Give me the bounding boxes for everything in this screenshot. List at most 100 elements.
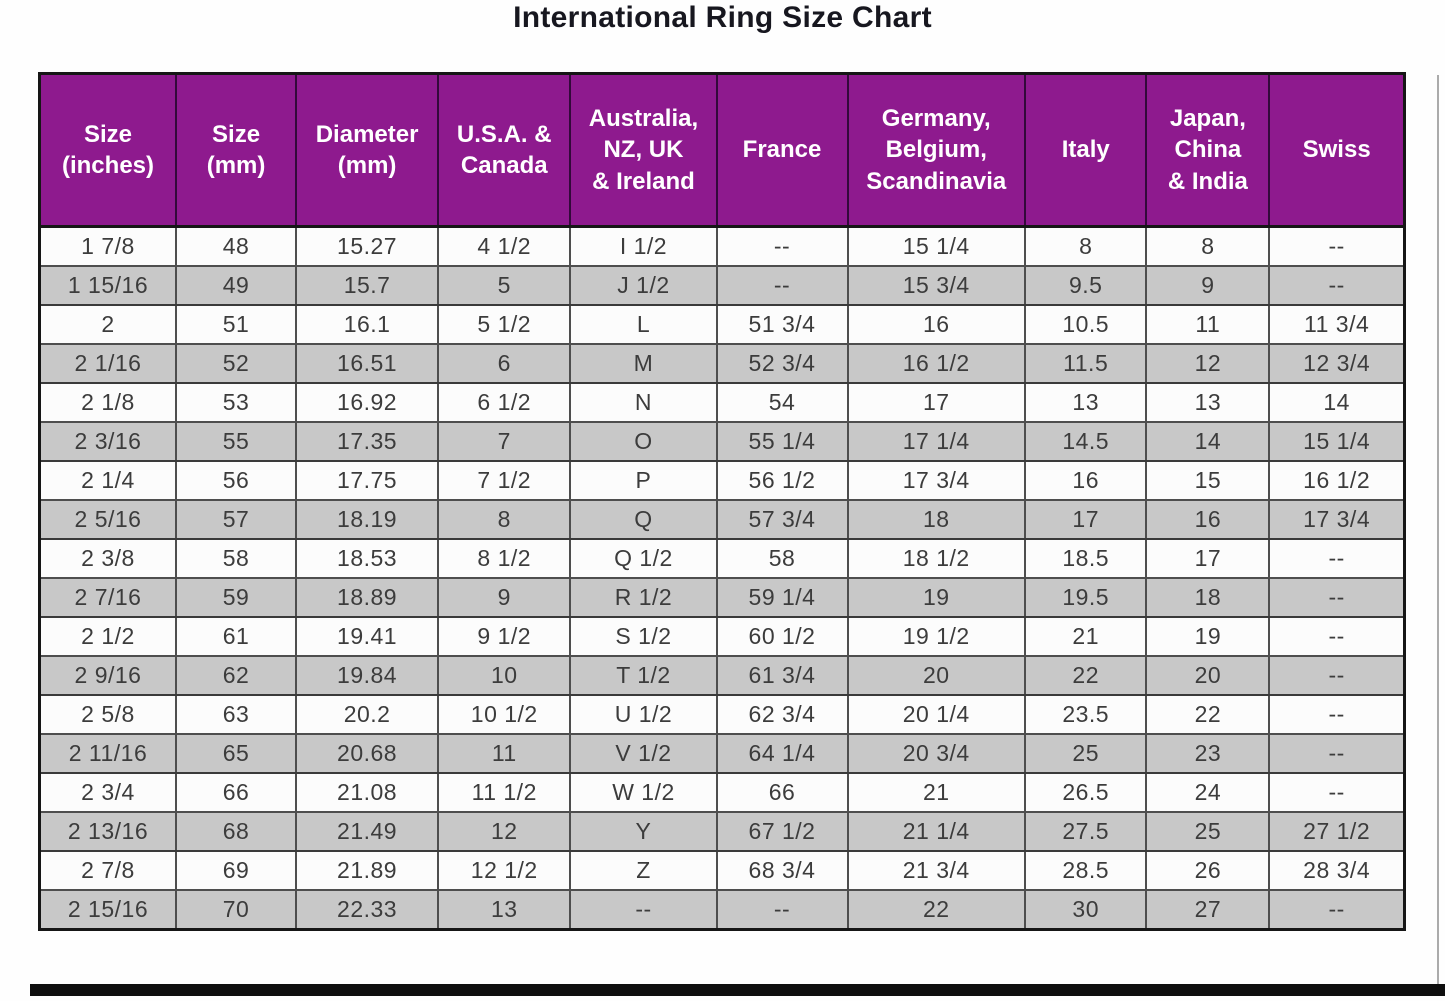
- table-cell: 1 7/8: [38, 225, 177, 267]
- table-cell: 15 1/4: [846, 225, 1026, 267]
- table-cell: 61: [174, 616, 298, 657]
- table-cell: Q 1/2: [569, 538, 718, 579]
- table-cell: 18: [1145, 577, 1271, 618]
- table-cell: 16.51: [295, 343, 440, 384]
- table-cell: 2 7/16: [38, 577, 177, 618]
- table-cell: 1 15/16: [38, 265, 177, 306]
- ring-size-table-container: Size (inches) Size (mm) Diameter (mm) U.S.A…: [38, 72, 1406, 931]
- table-cell: 62: [174, 655, 298, 696]
- table-body: 1 7/8 48 15.27 4 1/2 I 1/2 -- 15 1/4 8 8 -- 1 15/1…: [38, 225, 1406, 931]
- table-cell: 30: [1023, 889, 1148, 931]
- table-cell: --: [715, 265, 849, 306]
- table-cell: 15 1/4: [1268, 421, 1406, 462]
- table-cell: 15 3/4: [846, 265, 1026, 306]
- table-cell: 21 1/4: [846, 811, 1026, 852]
- column-header: Size (mm): [174, 73, 297, 228]
- table-cell: --: [1268, 265, 1406, 306]
- table-cell: 17: [846, 382, 1026, 423]
- table-cell: 57 3/4: [715, 499, 849, 540]
- table-cell: 19 1/2: [846, 616, 1026, 657]
- table-cell: 9 1/2: [437, 616, 572, 657]
- table-cell: 55: [174, 421, 298, 462]
- table-cell: 16 1/2: [846, 343, 1026, 384]
- table-cell: 14: [1145, 421, 1271, 462]
- ring-size-table: Size (inches) Size (mm) Diameter (mm) U.S.A…: [38, 72, 1406, 931]
- table-cell: 58: [174, 538, 298, 579]
- table-cell: 67 1/2: [715, 811, 849, 852]
- right-edge-line: [1437, 75, 1439, 987]
- table-row: 2 1/4 56 17.75 7 1/2 P 56 1/2 17 3/4 16 15 16 1/2: [38, 460, 1406, 501]
- table-cell: 8: [437, 499, 572, 540]
- table-cell: 10: [437, 655, 572, 696]
- table-cell: 54: [715, 382, 849, 423]
- table-cell: 17: [1145, 538, 1271, 579]
- table-cell: 11: [1145, 304, 1271, 345]
- table-cell: 18.5: [1023, 538, 1148, 579]
- column-header: Australia, NZ, UK & Ireland: [569, 73, 717, 228]
- table-cell: 48: [174, 225, 298, 267]
- table-row: 2 13/16 68 21.49 12 Y 67 1/2 21 1/4 27.5 25 27 1/…: [38, 811, 1406, 852]
- table-cell: 28 3/4: [1268, 850, 1406, 891]
- table-cell: 4 1/2: [437, 225, 572, 267]
- bottom-border-bar: [30, 984, 1445, 996]
- table-cell: --: [1268, 694, 1406, 735]
- table-cell: 27 1/2: [1268, 811, 1406, 852]
- table-cell: --: [1268, 733, 1406, 774]
- table-cell: 53: [174, 382, 298, 423]
- table-row: 2 3/4 66 21.08 11 1/2 W 1/2 66 21 26.5 24 --: [38, 772, 1406, 813]
- table-cell: 61 3/4: [715, 655, 849, 696]
- table-cell: 20: [846, 655, 1026, 696]
- table-cell: 21.08: [295, 772, 440, 813]
- table-cell: 18.89: [295, 577, 440, 618]
- table-cell: 8: [1145, 225, 1271, 267]
- table-cell: Z: [569, 850, 718, 891]
- column-header: Diameter (mm): [295, 73, 439, 228]
- table-cell: 13: [1023, 382, 1148, 423]
- table-cell: 2 9/16: [38, 655, 177, 696]
- table-cell: 58: [715, 538, 849, 579]
- table-cell: 22: [1023, 655, 1148, 696]
- table-cell: 21 3/4: [846, 850, 1026, 891]
- table-cell: 17 3/4: [846, 460, 1026, 501]
- table-cell: V 1/2: [569, 733, 718, 774]
- column-header: Italy: [1023, 73, 1147, 228]
- column-header: Germany, Belgium, Scandinavia: [846, 73, 1025, 228]
- table-cell: --: [1268, 538, 1406, 579]
- table-cell: Q: [569, 499, 718, 540]
- table-row: 2 15/16 70 22.33 13 -- -- 22 30 27 --: [38, 889, 1406, 931]
- table-cell: 16: [846, 304, 1026, 345]
- table-cell: P: [569, 460, 718, 501]
- page-title: International Ring Size Chart: [513, 1, 932, 34]
- table-cell: I 1/2: [569, 225, 718, 267]
- table-cell: 20.68: [295, 733, 440, 774]
- table-cell: 65: [174, 733, 298, 774]
- table-cell: --: [1268, 772, 1406, 813]
- table-cell: 5 1/2: [437, 304, 572, 345]
- table-row: 2 1/16 52 16.51 6 M 52 3/4 16 1/2 11.5 12 12 3/4: [38, 343, 1406, 384]
- table-cell: 64 1/4: [715, 733, 849, 774]
- table-cell: 11 1/2: [437, 772, 572, 813]
- table-cell: 19.41: [295, 616, 440, 657]
- table-cell: 25: [1023, 733, 1148, 774]
- table-cell: 17 3/4: [1268, 499, 1406, 540]
- table-cell: 18: [846, 499, 1026, 540]
- table-cell: 2 15/16: [38, 889, 177, 931]
- table-cell: 70: [174, 889, 298, 931]
- table-cell: 15.27: [295, 225, 440, 267]
- table-cell: 20.2: [295, 694, 440, 735]
- table-cell: 21: [846, 772, 1026, 813]
- table-cell: 19: [846, 577, 1026, 618]
- table-cell: 17: [1023, 499, 1148, 540]
- table-cell: 24: [1145, 772, 1271, 813]
- table-cell: 16.92: [295, 382, 440, 423]
- table-cell: 11.5: [1023, 343, 1148, 384]
- table-cell: L: [569, 304, 718, 345]
- table-cell: 68: [174, 811, 298, 852]
- table-cell: 12: [437, 811, 572, 852]
- table-cell: 11: [437, 733, 572, 774]
- table-cell: 52: [174, 343, 298, 384]
- table-row: 2 1/8 53 16.92 6 1/2 N 54 17 13 13 14: [38, 382, 1406, 423]
- table-cell: 69: [174, 850, 298, 891]
- table-cell: 2 3/16: [38, 421, 177, 462]
- table-cell: 25: [1145, 811, 1271, 852]
